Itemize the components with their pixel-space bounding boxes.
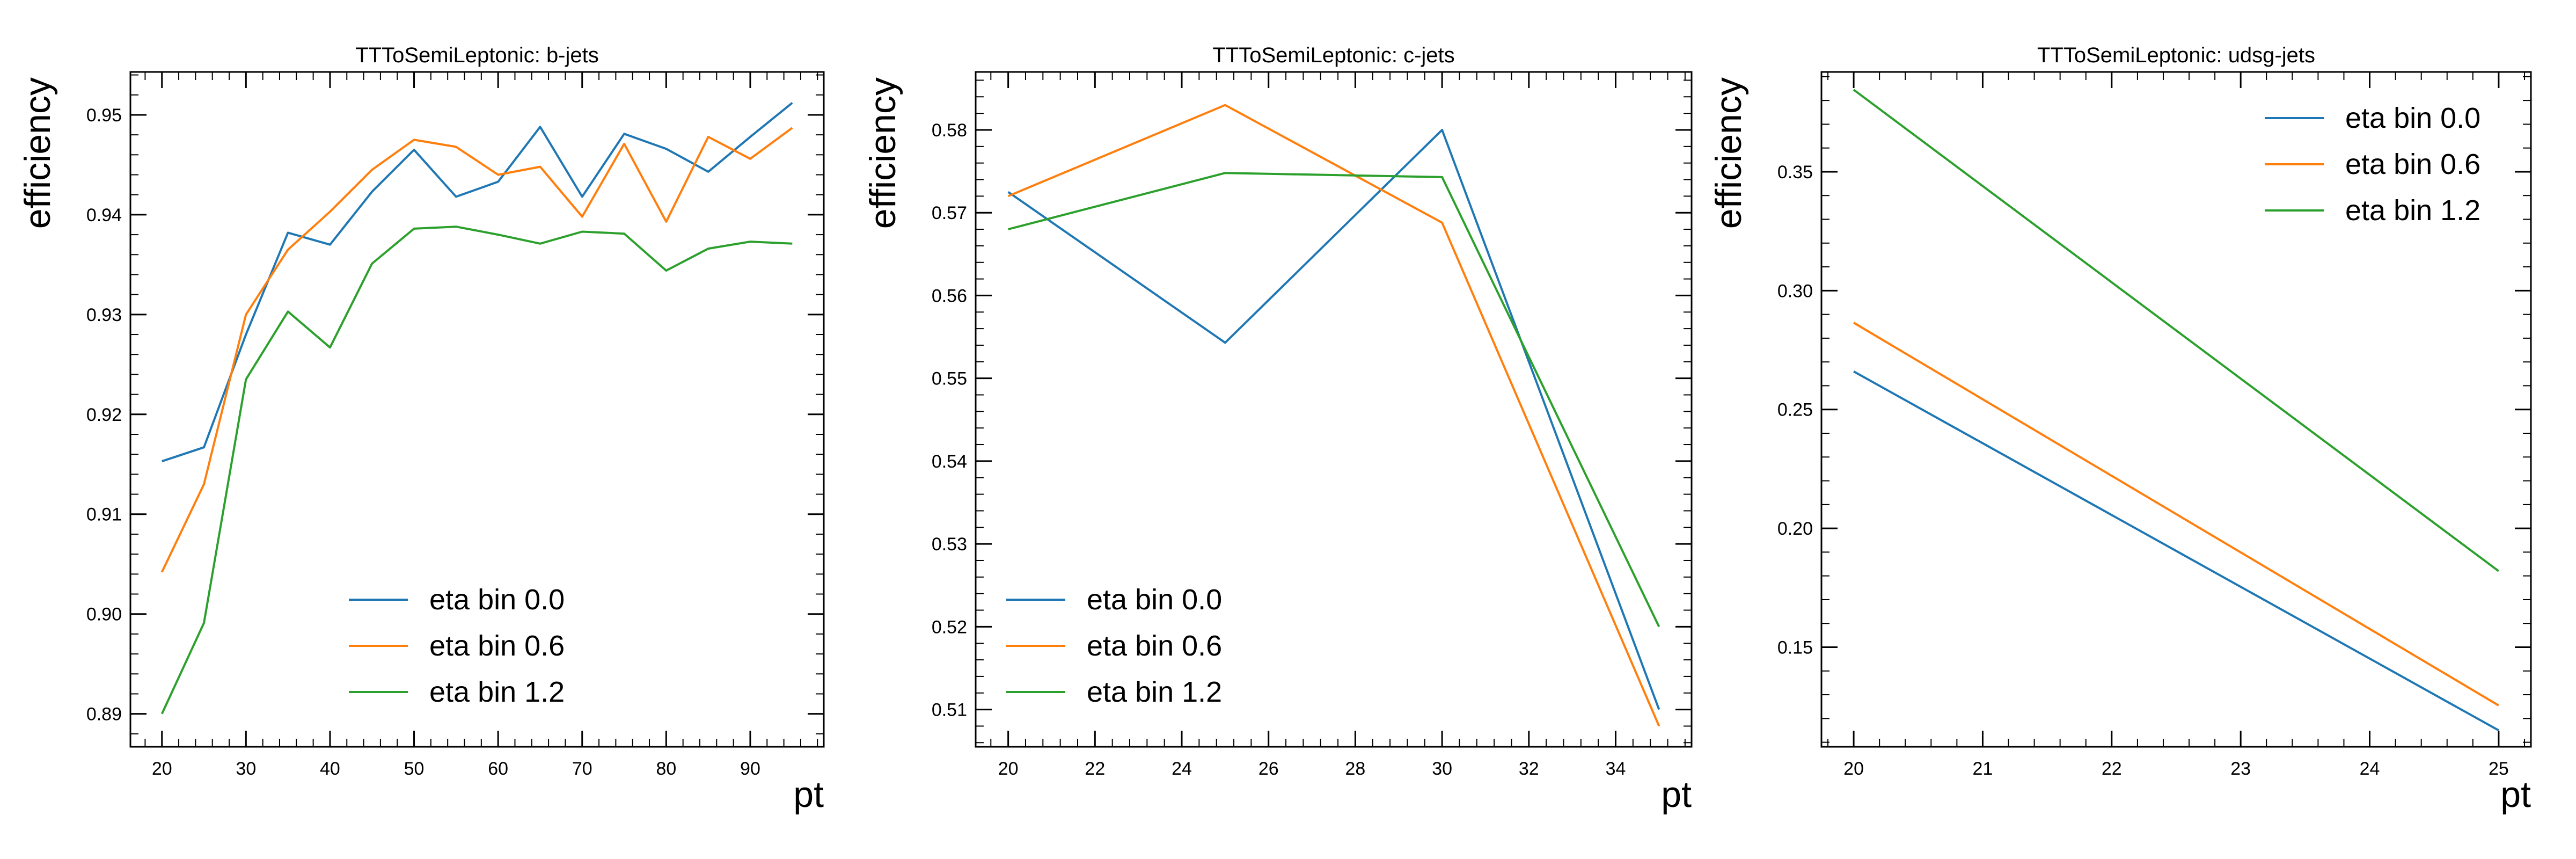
y-tick-label: 0.90 bbox=[86, 605, 122, 625]
x-tick-label: 26 bbox=[1258, 759, 1279, 779]
y-tick-label: 0.54 bbox=[932, 452, 967, 472]
y-tick-label: 0.89 bbox=[86, 704, 122, 725]
y-tick-label: 0.95 bbox=[86, 105, 122, 126]
series-line-eta-0 bbox=[1007, 129, 1660, 710]
y-tick-label: 0.20 bbox=[1777, 519, 1813, 539]
x-tick-label: 25 bbox=[2489, 759, 2509, 779]
series-line-eta-2 bbox=[1008, 172, 1660, 628]
series-line-eta-0 bbox=[1853, 370, 2499, 732]
y-tick-label: 0.55 bbox=[932, 369, 967, 389]
y-axis-label: efficiency bbox=[862, 77, 903, 229]
panel-title: TTToSemiLeptonic: udsg-jets bbox=[2037, 43, 2315, 67]
y-tick-label: 0.25 bbox=[1777, 400, 1813, 420]
x-tick-label: 28 bbox=[1345, 759, 1366, 779]
y-tick-label: 0.51 bbox=[932, 700, 967, 720]
y-tick-label: 0.15 bbox=[1777, 637, 1813, 658]
x-tick-label: 50 bbox=[404, 759, 425, 779]
y-tick-label: 0.53 bbox=[932, 534, 967, 555]
x-tick-label: 24 bbox=[1172, 759, 1192, 779]
y-tick-label: 0.30 bbox=[1777, 281, 1813, 301]
series-line-eta-1 bbox=[1007, 104, 1660, 727]
plot-panel-3: 20 21 22 23 24 25 0.15 0.20 0.25 0.30 0.35 TTToSemi… bbox=[1708, 43, 2532, 815]
x-axis-label: pt bbox=[1661, 774, 1692, 815]
x-tick-label: 21 bbox=[1973, 759, 1993, 779]
legend-label-eta-0: eta bin 0.0 bbox=[429, 584, 565, 616]
y-tick-label: 0.56 bbox=[932, 286, 967, 306]
axes-frame bbox=[975, 71, 1693, 748]
y-tick-label: 0.91 bbox=[86, 505, 122, 525]
y-axis-label: efficiency bbox=[17, 77, 58, 229]
y-tick-label: 0.94 bbox=[86, 205, 122, 225]
axes-frame bbox=[129, 71, 825, 748]
x-tick-label: 60 bbox=[488, 759, 508, 779]
y-tick-label: 0.92 bbox=[86, 405, 122, 425]
plot-panel-1: 20 30 40 50 60 70 80 90 0.89 0.90 0.91 0.92 0.93 0.94… bbox=[17, 43, 825, 815]
x-tick-label: 22 bbox=[2102, 759, 2122, 779]
legend-label-eta-2: eta bin 1.2 bbox=[1087, 676, 1222, 708]
legend-label-eta-0: eta bin 0.0 bbox=[1087, 584, 1222, 616]
x-tick-label: 30 bbox=[236, 759, 256, 779]
x-tick-label: 32 bbox=[1519, 759, 1539, 779]
x-tick-label: 23 bbox=[2230, 759, 2251, 779]
y-tick-label: 0.58 bbox=[932, 120, 967, 141]
x-tick-label: 20 bbox=[998, 759, 1019, 779]
legend-label-eta-0: eta bin 0.0 bbox=[2345, 102, 2480, 134]
panel-title: TTToSemiLeptonic: b-jets bbox=[355, 43, 599, 67]
x-tick-label: 30 bbox=[1432, 759, 1452, 779]
series-line-eta-1 bbox=[1853, 322, 2499, 707]
x-tick-label: 20 bbox=[152, 759, 172, 779]
y-axis-label: efficiency bbox=[1708, 77, 1749, 229]
legend-label-eta-1: eta bin 0.6 bbox=[1087, 630, 1222, 662]
legend-label-eta-2: eta bin 1.2 bbox=[429, 676, 565, 708]
plot-panel-2: 20 22 24 26 28 30 32 34 0.51 0.52 0.53 0.54 0.55 0.56… bbox=[862, 43, 1693, 815]
x-axis-label: pt bbox=[2500, 774, 2531, 815]
y-tick-label: 0.57 bbox=[932, 203, 967, 223]
legend-label-eta-1: eta bin 0.6 bbox=[429, 630, 565, 662]
x-tick-label: 22 bbox=[1085, 759, 1105, 779]
panel-title: TTToSemiLeptonic: c-jets bbox=[1212, 43, 1454, 67]
x-tick-label: 90 bbox=[740, 759, 760, 779]
x-tick-label: 20 bbox=[1843, 759, 1864, 779]
legend-label-eta-1: eta bin 0.6 bbox=[2345, 148, 2480, 180]
y-tick-label: 0.35 bbox=[1777, 162, 1813, 183]
legend-label-eta-2: eta bin 1.2 bbox=[2345, 194, 2480, 227]
x-tick-label: 40 bbox=[320, 759, 340, 779]
series-line-eta-2 bbox=[160, 225, 793, 715]
series-line-eta-2 bbox=[1853, 89, 2500, 572]
x-tick-label: 80 bbox=[656, 759, 676, 779]
x-tick-label: 34 bbox=[1606, 759, 1626, 779]
series-line-eta-1 bbox=[160, 127, 793, 573]
x-axis-label: pt bbox=[793, 774, 824, 815]
y-tick-label: 0.52 bbox=[932, 617, 967, 637]
x-tick-label: 24 bbox=[2360, 759, 2380, 779]
y-tick-label: 0.93 bbox=[86, 305, 122, 325]
x-tick-label: 70 bbox=[572, 759, 592, 779]
